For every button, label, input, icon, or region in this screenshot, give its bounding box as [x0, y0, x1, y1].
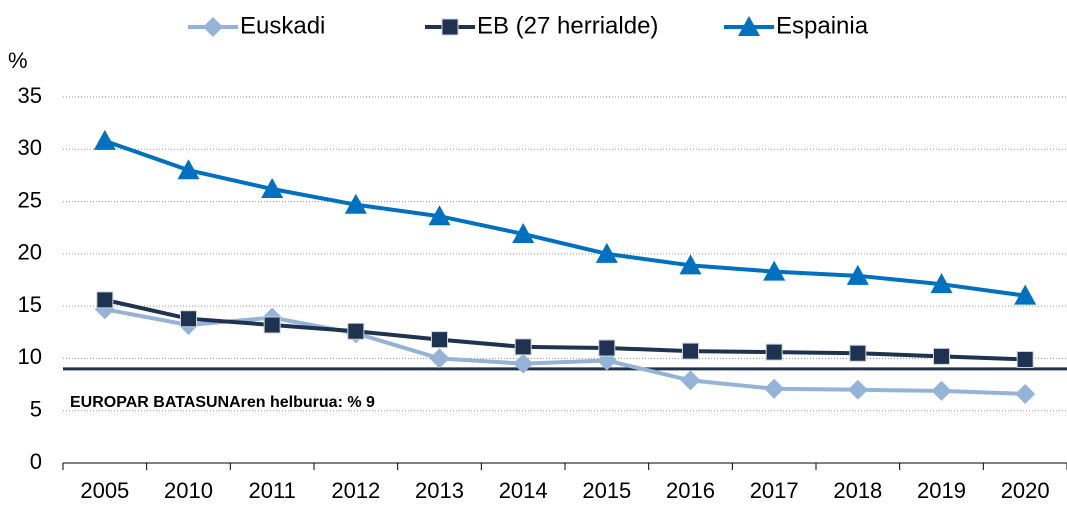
data-point — [263, 316, 281, 334]
legend-marker — [441, 18, 459, 36]
data-point — [598, 339, 616, 357]
data-point — [931, 380, 952, 401]
series-line — [104, 307, 1026, 396]
data-point — [847, 379, 868, 400]
data-point — [431, 331, 448, 349]
y-tick-label: 15 — [18, 292, 42, 317]
x-tick-label: 2010 — [164, 478, 213, 503]
y-tick-label: 25 — [18, 187, 42, 212]
y-axis-label: % — [8, 48, 28, 73]
x-tick-label: 2019 — [917, 478, 966, 503]
data-point — [177, 159, 200, 180]
x-tick-label: 2020 — [1001, 478, 1050, 503]
x-tick-label: 2013 — [415, 478, 464, 503]
x-tick-label: 2017 — [750, 478, 799, 503]
legend-marker — [738, 16, 760, 36]
data-point — [933, 347, 950, 365]
x-tick-label: 2018 — [833, 478, 882, 503]
legend-label: EB (27 herrialde) — [477, 12, 658, 39]
data-point — [514, 338, 532, 356]
x-tick-label: 2011 — [249, 478, 296, 503]
y-tick-label: 35 — [18, 83, 42, 108]
y-tick-label: 10 — [18, 344, 42, 369]
data-point — [93, 129, 116, 150]
y-tick-label: 5 — [30, 397, 42, 422]
legend-label: Euskadi — [240, 12, 325, 39]
data-point — [763, 260, 786, 281]
series-line — [104, 297, 1026, 362]
data-point — [846, 264, 869, 285]
data-point — [428, 205, 451, 226]
data-point — [429, 348, 450, 369]
data-point — [1016, 350, 1034, 368]
data-point — [930, 273, 953, 294]
data-point — [682, 342, 699, 360]
x-tick-label: 2015 — [582, 478, 631, 503]
data-point — [96, 291, 114, 309]
x-tick-label: 2012 — [331, 478, 380, 503]
data-point — [849, 344, 867, 362]
target-label: EUROPAR BATASUNAren helburua: % 9 — [70, 394, 375, 411]
x-tick-label: 2014 — [499, 478, 548, 503]
data-point — [1014, 284, 1037, 305]
legend-marker — [203, 17, 223, 37]
data-point — [180, 310, 197, 328]
data-point — [344, 193, 367, 214]
data-point — [261, 178, 284, 199]
legend-label: Espainia — [776, 12, 869, 39]
data-point — [347, 322, 365, 340]
data-point — [679, 254, 702, 275]
data-point — [765, 343, 783, 361]
data-point — [764, 378, 785, 399]
y-tick-label: 30 — [18, 135, 42, 160]
x-tick-label: 2005 — [80, 478, 129, 503]
data-point — [513, 353, 534, 374]
data-point — [595, 242, 618, 263]
data-point — [512, 222, 535, 243]
data-point — [680, 370, 701, 391]
y-tick-label: 20 — [18, 240, 42, 265]
y-tick-label: 0 — [30, 449, 42, 474]
series-line — [104, 139, 1026, 298]
x-tick-label: 2016 — [666, 478, 715, 503]
data-point — [1015, 383, 1036, 404]
